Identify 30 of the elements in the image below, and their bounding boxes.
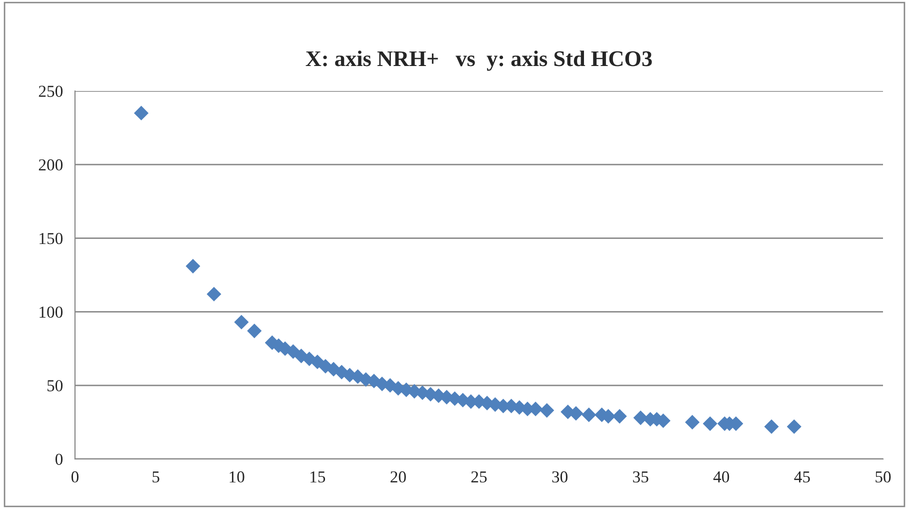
- y-tick-label: 0: [55, 454, 63, 465]
- y-tick-label: 250: [38, 86, 63, 97]
- y-tick-label: 200: [38, 159, 63, 171]
- x-tick-label: 35: [633, 471, 648, 483]
- point: [540, 403, 554, 418]
- point: [186, 258, 200, 274]
- point: [764, 419, 779, 434]
- y-tick-label: 150: [40, 232, 63, 244]
- x-tick-label: 10: [230, 471, 244, 483]
- x-tick-label: 45: [794, 471, 810, 483]
- point: [206, 286, 222, 302]
- y-tick-label: 100: [40, 306, 63, 318]
- point: [612, 409, 627, 424]
- chart-title: X: axis NRH+ vs y: axis Std HCO3: [306, 50, 652, 71]
- point: [702, 416, 718, 431]
- y-tick-label: 50: [47, 380, 63, 392]
- point: [582, 408, 596, 422]
- point: [134, 106, 149, 120]
- point: [234, 314, 249, 330]
- x-tick-label: 40: [713, 471, 730, 483]
- x-tick-label: 25: [471, 471, 487, 483]
- x-tick-label: 15: [310, 471, 326, 483]
- x-tick-label: 30: [552, 471, 568, 483]
- point: [786, 419, 802, 434]
- x-tick-label: 0: [71, 471, 79, 483]
- x-tick-label: 20: [390, 471, 406, 483]
- x-tick-label: 50: [876, 471, 891, 483]
- point: [685, 414, 700, 430]
- point: [247, 324, 262, 338]
- x-tick-label: 5: [152, 471, 160, 483]
